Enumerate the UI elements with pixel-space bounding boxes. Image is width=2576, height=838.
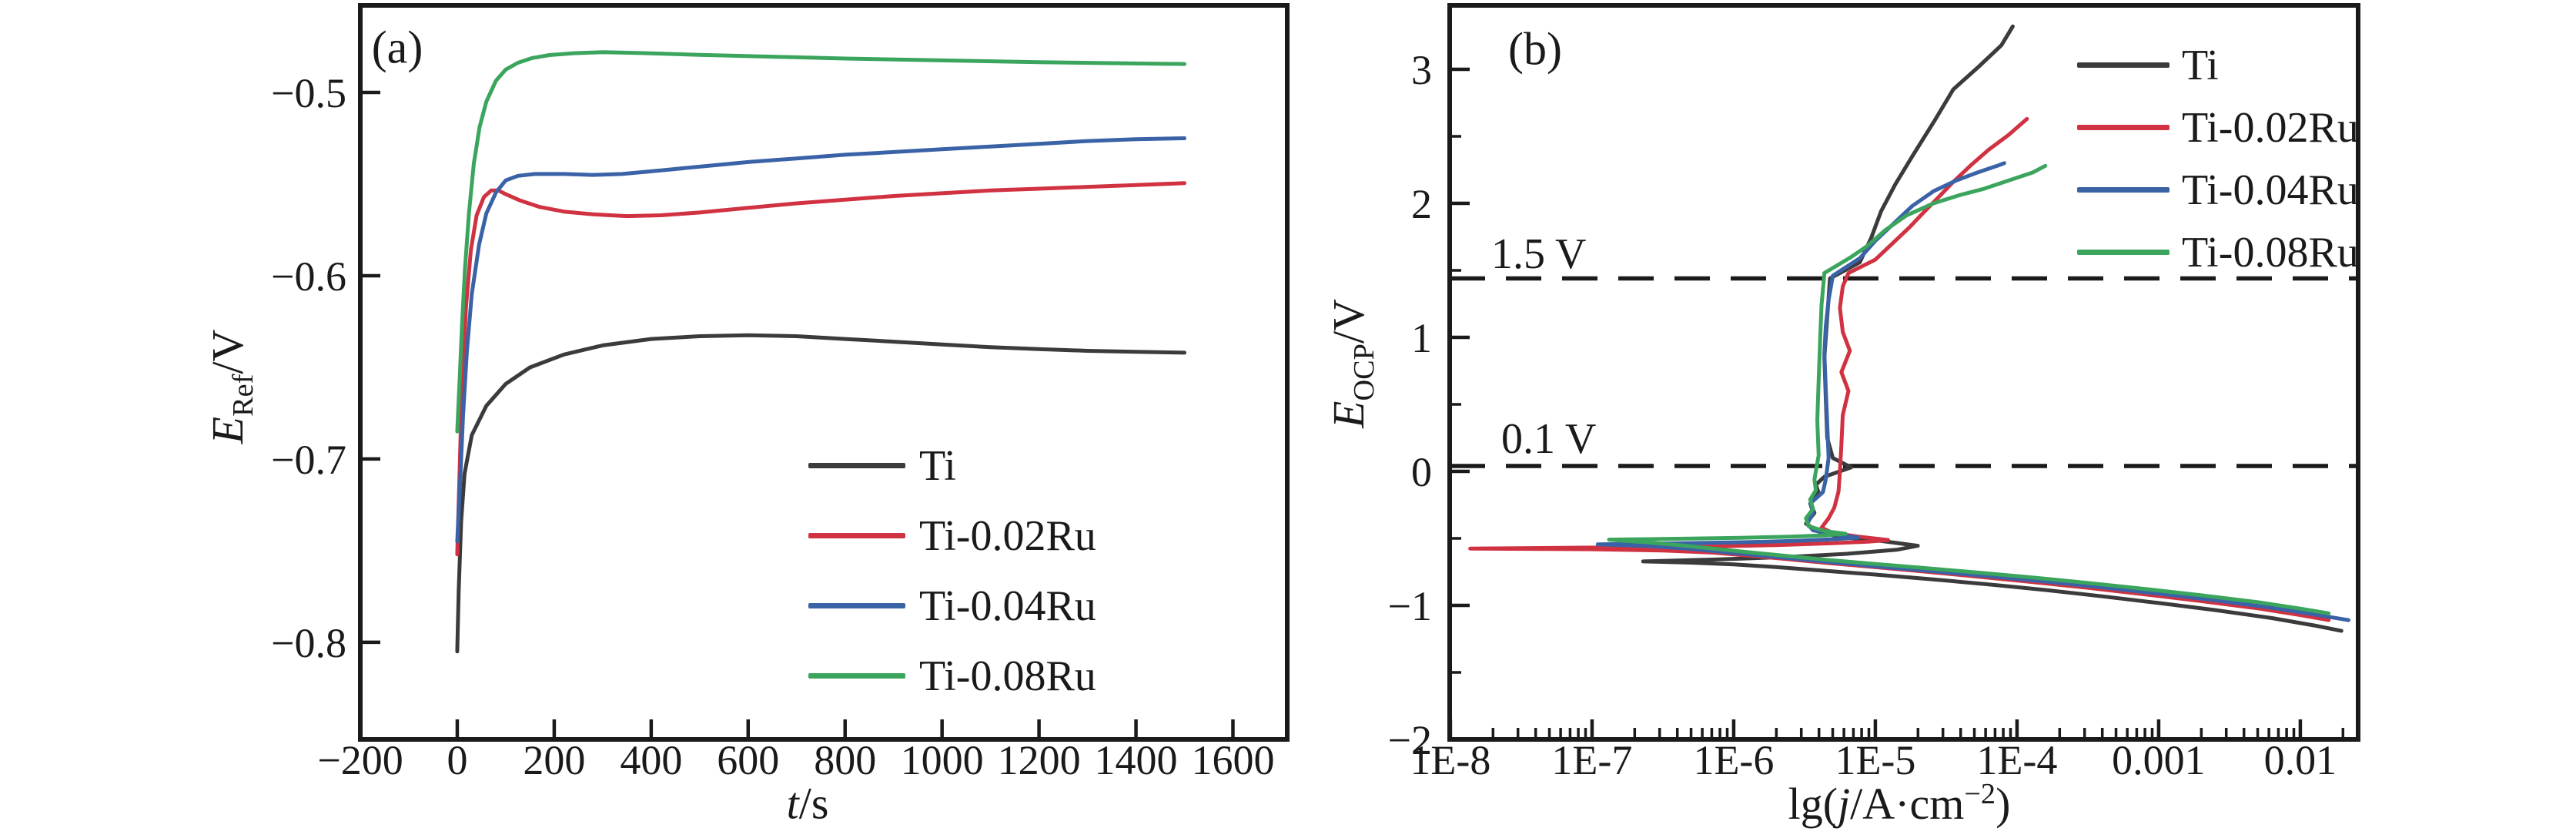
legend-item-ti-0-04ru: Ti-0.04Ru <box>2077 159 2359 221</box>
panel-b-x-tick-label: 1E-8 <box>1410 737 1490 783</box>
panel-a-x-tick-label: 600 <box>717 737 779 783</box>
panel-a-x-tick-label: 1600 <box>1191 737 1274 783</box>
panel-b-letter: (b) <box>1508 23 1562 75</box>
panel-a-x-tick-label: 800 <box>814 737 876 783</box>
panel-a-x-tick-label: 1400 <box>1095 737 1178 783</box>
legend-label-ti-0-08ru: Ti-0.08Ru <box>919 652 1096 700</box>
panel-a-y-tick-label: −0.5 <box>271 70 346 116</box>
panel-a-curve-ti-0-08ru <box>455 50 1186 434</box>
panel-a-x-tick-label: 1000 <box>901 737 984 783</box>
legend-item-ti-0-08ru: Ti-0.08Ru <box>2077 221 2359 283</box>
panel-b-x-tick-label: 0.001 <box>2112 737 2206 783</box>
panel-b-y-tick-label: 0 <box>1411 449 1432 495</box>
legend-line-ti-0-04ru <box>808 603 905 608</box>
y-label-unit: /V <box>1323 299 1374 344</box>
panel-b-legend: Ti Ti-0.02Ru Ti-0.04Ru Ti-0.08Ru <box>2077 34 2359 283</box>
panel-a-curve-ti-0-02ru <box>455 181 1186 557</box>
panel-a-x-tick-label: −200 <box>317 737 403 783</box>
panel-a-x-tick-label: 1200 <box>998 737 1081 783</box>
y-label-subscript: OCP <box>1347 344 1380 401</box>
legend-label-ti-0-02ru: Ti-0.02Ru <box>2182 103 2359 152</box>
panel-a-letter: (a) <box>371 22 423 73</box>
legend-line-ti-0-02ru <box>2077 125 2170 130</box>
x-label-exponent: −2 <box>1964 777 1996 810</box>
panel-a-plot-frame <box>358 3 1290 742</box>
legend-item-ti-0-02ru: Ti-0.02Ru <box>808 501 1096 571</box>
panel-a-y-axis-label: ERef/V <box>202 330 260 444</box>
panel-a-y-tick-label: −0.6 <box>271 253 346 300</box>
panel-b-plot-frame <box>1447 3 2360 742</box>
panel-b-x-tick-label: 1E-4 <box>1976 737 2057 783</box>
panel-b-y-tick-label: −1 <box>1388 583 1432 629</box>
legend-line-ti-0-08ru <box>2077 250 2170 255</box>
legend-label-ti-0-02ru: Ti-0.02Ru <box>919 511 1096 560</box>
panel-a-y-tick-label: −0.8 <box>271 620 346 666</box>
x-label-symbol: t <box>786 778 799 829</box>
panel-b-y-tick-label: −2 <box>1388 717 1432 763</box>
panel-a-curve-ti-0-04ru <box>455 136 1186 544</box>
panel-a-curve-ti <box>455 333 1186 654</box>
panel-a-legend: Ti Ti-0.02Ru Ti-0.04Ru Ti-0.08Ru <box>808 431 1096 711</box>
x-label-suffix: ) <box>1996 779 2011 830</box>
annotation-1-5v-label: 1.5 V <box>1491 230 1587 278</box>
x-label-unit: /s <box>798 778 829 829</box>
panel-b-x-tick-label: 1E-7 <box>1551 737 1632 783</box>
y-label-unit: /V <box>202 329 253 374</box>
x-label-symbol: j <box>1838 779 1851 830</box>
panel-b-curve-ti-0-08ru <box>1607 163 2331 615</box>
legend-item-ti: Ti <box>808 431 1096 501</box>
panel-b-y-tick-label: 3 <box>1411 47 1432 93</box>
panel-b-y-tick-label: 1 <box>1411 315 1432 361</box>
y-label-symbol: E <box>202 416 253 444</box>
panel-b-y-axis-label: EOCP/V <box>1323 299 1381 428</box>
x-label-prefix: lg( <box>1788 779 1838 830</box>
legend-item-ti: Ti <box>2077 34 2359 96</box>
legend-line-ti <box>808 463 905 468</box>
panel-a-y-tick-label: −0.7 <box>271 437 346 483</box>
legend-item-ti-0-04ru: Ti-0.04Ru <box>808 571 1096 641</box>
annotation-0-1v-label: 0.1 V <box>1501 415 1597 463</box>
legend-item-ti-0-08ru: Ti-0.08Ru <box>808 641 1096 711</box>
panel-a-x-axis-label: t/s <box>787 778 829 830</box>
panel-a-x-tick-label: 400 <box>620 737 682 783</box>
legend-line-ti <box>2077 62 2170 68</box>
panel-b-x-tick-label: 0.01 <box>2264 737 2337 783</box>
panel-b-y-tick-label: 2 <box>1411 181 1432 227</box>
legend-label-ti: Ti <box>919 441 956 490</box>
legend-label-ti: Ti <box>2182 41 2219 89</box>
x-label-unit: /A·cm <box>1850 779 1965 830</box>
legend-item-ti-0-02ru: Ti-0.02Ru <box>2077 96 2359 159</box>
legend-line-ti-0-04ru <box>2077 187 2170 193</box>
panel-b-x-axis-label: lg(j/A·cm−2) <box>1788 777 2011 830</box>
y-label-subscript: Ref <box>226 374 259 417</box>
legend-line-ti-0-08ru <box>808 673 905 679</box>
panel-a-x-tick-label: 0 <box>447 737 467 783</box>
y-label-symbol: E <box>1323 401 1374 428</box>
panel-a-x-tick-label: 200 <box>523 737 585 783</box>
legend-label-ti-0-04ru: Ti-0.04Ru <box>919 582 1096 630</box>
legend-label-ti-0-04ru: Ti-0.04Ru <box>2182 166 2359 214</box>
legend-line-ti-0-02ru <box>808 533 905 538</box>
panel-b-x-tick-label: 1E-5 <box>1835 737 1915 783</box>
panel-b-x-tick-label: 1E-6 <box>1693 737 1774 783</box>
legend-label-ti-0-08ru: Ti-0.08Ru <box>2182 228 2359 277</box>
